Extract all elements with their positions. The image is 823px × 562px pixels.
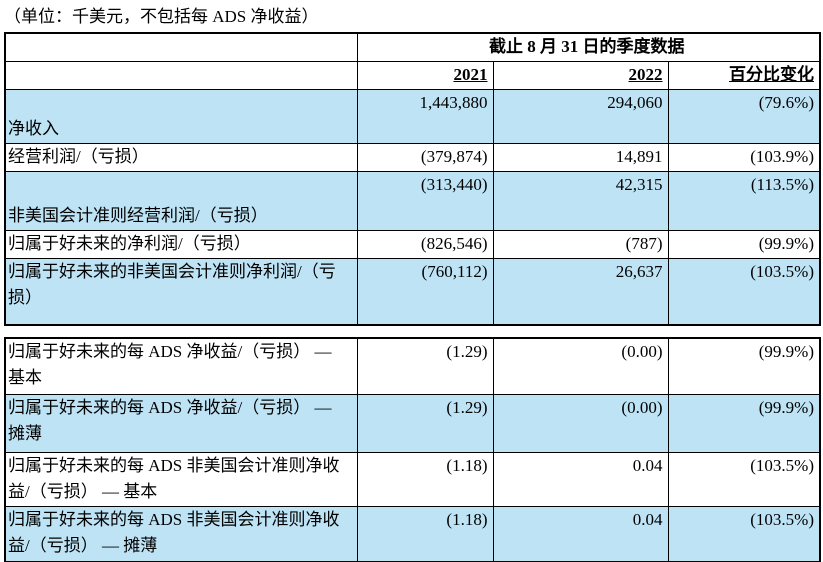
- row-ads-non-gaap-net-income-diluted: 归属于好未来的每 ADS 非美国会计准则净收益/（亏损） — 摊薄 (1.18)…: [4, 506, 821, 562]
- empty-header-cell: [4, 32, 358, 62]
- value-pct-change: (99.9%): [667, 394, 821, 453]
- value-2022: 26,637: [492, 258, 669, 325]
- value-2021: (760,112): [356, 258, 494, 325]
- value-2021: (1.18): [356, 506, 494, 562]
- value-2022: (787): [492, 230, 669, 259]
- row-non-gaap-operating-profit: 非美国会计准则经营利润/（亏损） (313,440) 42,315 (113.5…: [4, 171, 821, 231]
- value-pct-change: (103.5%): [667, 258, 821, 325]
- value-2022: 0.04: [492, 506, 669, 562]
- row-label: 归属于好未来的净利润/（亏损）: [4, 230, 358, 259]
- row-label: 归属于好未来的每 ADS 非美国会计准则净收益/（亏损） — 基本: [4, 452, 358, 507]
- header-group-row: 截止 8 月 31 日的季度数据: [4, 32, 821, 62]
- value-2021: 1,443,880: [356, 89, 494, 144]
- value-pct-change: (103.5%): [667, 452, 821, 507]
- row-label: 归属于好未来的每 ADS 净收益/（亏损） — 摊薄: [4, 394, 358, 453]
- value-2021: (313,440): [356, 171, 494, 231]
- value-2022: (0.00): [492, 394, 669, 453]
- row-net-income: 归属于好未来的净利润/（亏损） (826,546) (787) (99.9%): [4, 230, 821, 259]
- value-2022: 14,891: [492, 143, 669, 172]
- value-2021: (826,546): [356, 230, 494, 259]
- table-quarterly-results: 截止 8 月 31 日的季度数据 2021 2022 百分比变化 净收入 1,4…: [4, 32, 821, 326]
- row-non-gaap-net-income: 归属于好未来的非美国会计准则净利润/（亏损） (760,112) 26,637 …: [4, 258, 821, 325]
- row-ads-net-income-diluted: 归属于好未来的每 ADS 净收益/（亏损） — 摊薄 (1.29) (0.00)…: [4, 394, 821, 453]
- row-operating-profit: 经营利润/（亏损） (379,874) 14,891 (103.9%): [4, 143, 821, 172]
- row-label: 净收入: [4, 89, 358, 144]
- row-ads-net-income-basic: 归属于好未来的每 ADS 净收益/（亏损） — 基本 (1.29) (0.00)…: [4, 337, 821, 395]
- value-2022: (0.00): [492, 337, 669, 395]
- row-label: 非美国会计准则经营利润/（亏损）: [4, 171, 358, 231]
- column-header-2022: 2022: [492, 61, 669, 90]
- period-header: 截止 8 月 31 日的季度数据: [356, 32, 821, 62]
- value-pct-change: (113.5%): [667, 171, 821, 231]
- table-per-ads-results: 归属于好未来的每 ADS 净收益/（亏损） — 基本 (1.29) (0.00)…: [4, 336, 821, 562]
- row-label: 经营利润/（亏损）: [4, 143, 358, 172]
- value-2022: 42,315: [492, 171, 669, 231]
- value-2021: (1.29): [356, 394, 494, 453]
- row-label: 归属于好未来的每 ADS 净收益/（亏损） — 基本: [4, 337, 358, 395]
- empty-header-cell: [4, 61, 358, 90]
- value-2022: 0.04: [492, 452, 669, 507]
- value-pct-change: (99.9%): [667, 337, 821, 395]
- value-2021: (1.18): [356, 452, 494, 507]
- value-pct-change: (103.9%): [667, 143, 821, 172]
- row-ads-non-gaap-net-income-basic: 归属于好未来的每 ADS 非美国会计准则净收益/（亏损） — 基本 (1.18)…: [4, 452, 821, 507]
- value-2022: 294,060: [492, 89, 669, 144]
- row-label: 归属于好未来的非美国会计准则净利润/（亏损）: [4, 258, 358, 325]
- column-header-row: 2021 2022 百分比变化: [4, 61, 821, 90]
- value-pct-change: (103.5%): [667, 506, 821, 562]
- value-pct-change: (99.9%): [667, 230, 821, 259]
- column-header-2021: 2021: [356, 61, 494, 90]
- column-header-pct-change: 百分比变化: [667, 61, 821, 90]
- value-2021: (1.29): [356, 337, 494, 395]
- page-title: （单位：千美元，不包括每 ADS 净收益）: [4, 7, 319, 26]
- row-label: 归属于好未来的每 ADS 非美国会计准则净收益/（亏损） — 摊薄: [4, 506, 358, 562]
- value-pct-change: (79.6%): [667, 89, 821, 144]
- row-net-revenues: 净收入 1,443,880 294,060 (79.6%): [4, 89, 821, 144]
- value-2021: (379,874): [356, 143, 494, 172]
